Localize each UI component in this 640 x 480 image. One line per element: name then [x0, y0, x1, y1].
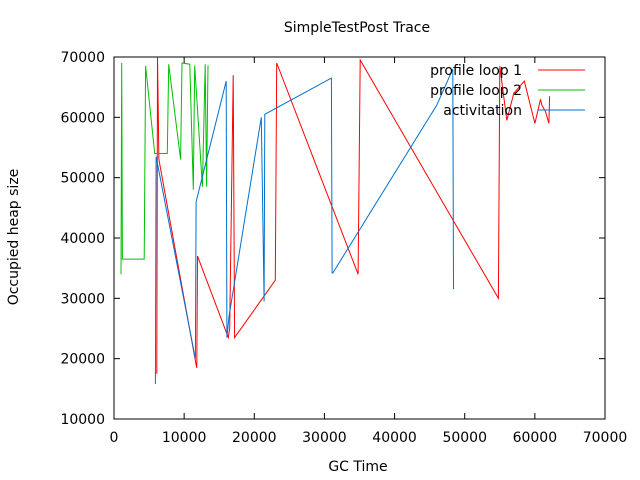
series-line-3 — [154, 68, 454, 385]
x-tick-label: 50000 — [442, 430, 487, 446]
y-tick-label: 70000 — [60, 50, 105, 66]
x-axis-label: GC Time — [328, 459, 387, 475]
legend-label-1: profile loop 1 — [430, 63, 522, 79]
x-tick-label: 20000 — [232, 430, 277, 446]
legend-label-3: activitation — [443, 103, 522, 119]
x-tick-label: 40000 — [372, 430, 417, 446]
y-axis-label: Occupied heap size — [6, 169, 22, 306]
series-layer — [120, 57, 551, 385]
x-tick-label: 0 — [110, 430, 119, 446]
ticks-layer: 0 10000 20000 30000 40000 50000 60000 70000 1000… — [60, 50, 627, 446]
x-tick-label: 60000 — [513, 430, 558, 446]
series-line-1 — [156, 57, 551, 374]
y-tick-label: 40000 — [60, 231, 105, 247]
y-tick-label: 10000 — [60, 412, 105, 428]
legend: profile loop 1 profile loop 2 activitation — [430, 63, 585, 119]
series-line-2 — [120, 62, 209, 275]
y-tick-label: 60000 — [60, 110, 105, 126]
y-tick-label: 50000 — [60, 171, 105, 187]
x-tick-label: 10000 — [162, 430, 207, 446]
x-tick-label: 30000 — [302, 430, 347, 446]
legend-label-2: profile loop 2 — [430, 83, 522, 99]
x-tick-label: 70000 — [583, 430, 628, 446]
y-tick-label: 30000 — [60, 291, 105, 307]
chart-title: SimpleTestPost Trace — [284, 20, 430, 36]
y-tick-label: 20000 — [60, 352, 105, 368]
